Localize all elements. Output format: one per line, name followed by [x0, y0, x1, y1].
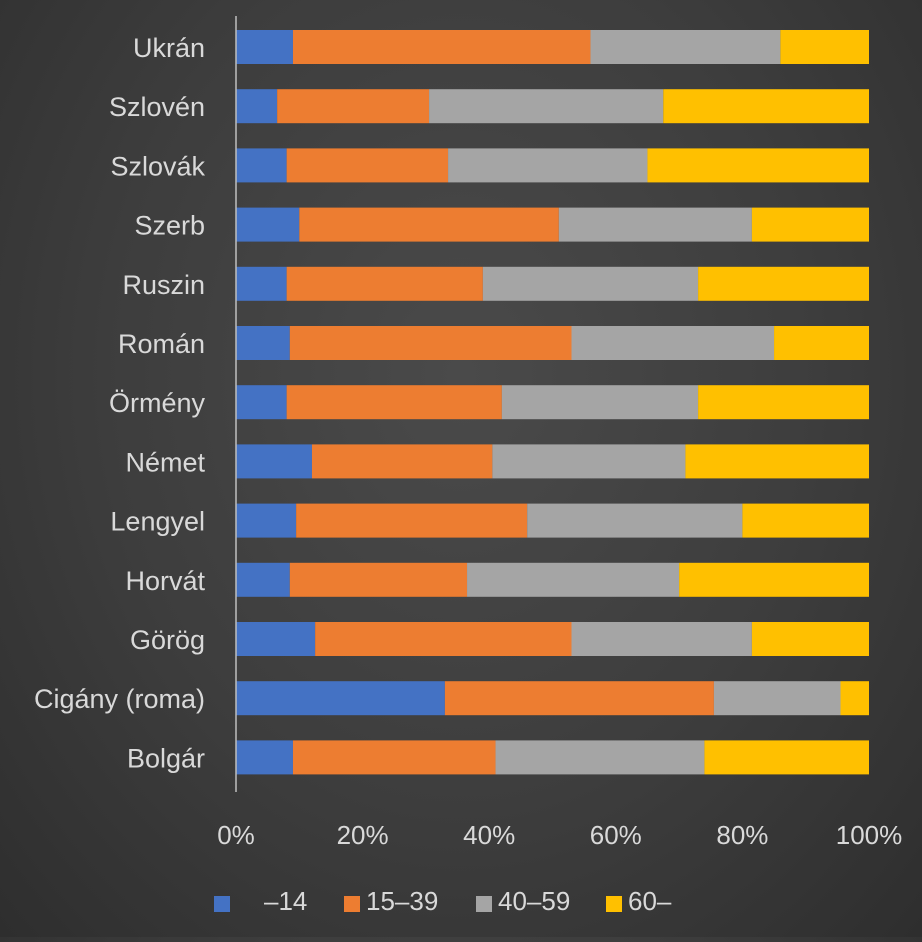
bar-segment-1: [236, 444, 312, 479]
bar-segment-1: [236, 148, 287, 183]
bar-segment-3: [571, 622, 752, 656]
bar-segment-4: [840, 681, 869, 716]
bar-segment-2: [444, 681, 714, 716]
category-label: Ukrán: [133, 33, 205, 63]
bar-segment-3: [590, 30, 781, 64]
bar-segment-2: [292, 30, 591, 64]
category-label: Román: [118, 329, 205, 359]
bar-segment-1: [236, 266, 287, 301]
category-label: Örmény: [109, 388, 206, 418]
bar-segment-3: [571, 326, 775, 360]
bar-segment-3: [448, 148, 648, 183]
bar-segment-1: [236, 326, 290, 360]
bar-segment-2: [277, 89, 430, 124]
legend-label: 60–: [628, 886, 672, 916]
legend-label: 40–59: [498, 886, 570, 916]
category-label: Görög: [130, 625, 205, 655]
category-label: Német: [125, 447, 205, 477]
bar-segment-3: [482, 266, 699, 301]
x-tick-label: 60%: [590, 820, 642, 850]
legend: –14 15–39 40–59 60–: [214, 886, 672, 916]
bar-segment-2: [315, 622, 572, 656]
bar-segment-2: [296, 503, 528, 538]
x-tick-label: 40%: [463, 820, 515, 850]
bar-segment-3: [713, 681, 841, 716]
bar-segment-4: [774, 326, 869, 360]
bar-segment-3: [501, 385, 699, 420]
bar-segment-4: [751, 207, 869, 242]
x-tick-label: 0%: [217, 820, 255, 850]
bar-segment-4: [780, 30, 869, 64]
bar-segment-4: [647, 148, 869, 183]
legend-label: –14: [264, 886, 307, 916]
x-tick-label: 20%: [337, 820, 389, 850]
bar-segment-4: [704, 740, 869, 775]
bar-segment-3: [558, 207, 752, 242]
bar-segment-4: [663, 89, 869, 124]
bar-segment-3: [467, 562, 680, 597]
legend-label: 15–39: [366, 886, 438, 916]
bar-segment-3: [527, 503, 743, 538]
category-label: Cigány (roma): [34, 684, 205, 714]
legend-swatch: [214, 896, 230, 912]
bar-segment-1: [236, 503, 297, 538]
bar-segment-3: [492, 444, 686, 479]
bars-layer: [236, 30, 869, 775]
bar-segment-1: [236, 30, 293, 64]
bar-segment-1: [236, 385, 287, 420]
x-tick-label: 80%: [716, 820, 768, 850]
category-label: Lengyel: [110, 507, 205, 537]
category-label: Szlovák: [110, 151, 205, 181]
bar-segment-1: [236, 681, 445, 716]
bar-segment-1: [236, 89, 278, 124]
bar-segment-2: [292, 740, 496, 775]
bar-segment-1: [236, 207, 300, 242]
bar-segment-4: [698, 385, 869, 420]
category-label: Horvát: [125, 566, 205, 596]
bar-segment-2: [311, 444, 493, 479]
category-label: Bolgár: [127, 743, 205, 773]
bar-segment-1: [236, 622, 316, 656]
legend-swatch: [344, 896, 360, 912]
bar-segment-4: [751, 622, 869, 656]
bar-segment-2: [286, 148, 449, 183]
bar-segment-2: [289, 562, 468, 597]
bar-segment-3: [495, 740, 705, 775]
bar-segment-3: [429, 89, 664, 124]
bar-segment-4: [685, 444, 869, 479]
bar-segment-2: [286, 385, 502, 420]
bar-segment-4: [679, 562, 869, 597]
bar-segment-4: [742, 503, 869, 538]
legend-swatch: [606, 896, 622, 912]
legend-swatch: [476, 896, 492, 912]
category-label: Szerb: [134, 211, 205, 241]
axes-layer: Ukrán Szlovén Szlovák Szerb Ruszin Román Örmén…: [34, 16, 902, 850]
category-label: Ruszin: [122, 270, 205, 300]
bar-segment-1: [236, 562, 290, 597]
x-tick-label: 100%: [836, 820, 903, 850]
bar-segment-4: [698, 266, 869, 301]
bar-segment-1: [236, 740, 293, 775]
bar-segment-2: [299, 207, 559, 242]
bar-segment-2: [289, 326, 572, 360]
category-label: Szlovén: [109, 92, 205, 122]
bar-segment-2: [286, 266, 483, 301]
